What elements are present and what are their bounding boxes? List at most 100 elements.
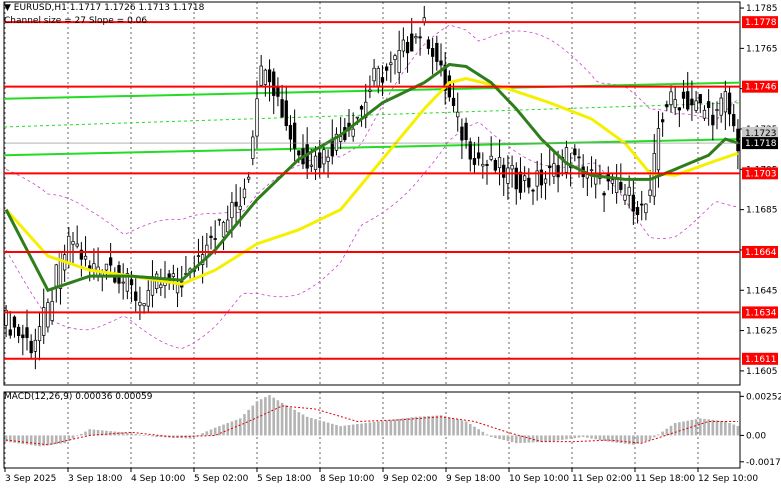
macd-bar <box>381 420 384 436</box>
macd-bar <box>109 431 112 436</box>
macd-bar <box>586 435 589 438</box>
macd-bar <box>276 400 280 436</box>
macd-bar <box>657 434 660 436</box>
macd-bar <box>272 397 276 436</box>
candle-body <box>196 255 201 258</box>
macd-bar <box>92 429 96 436</box>
macd-bar <box>443 416 447 436</box>
candle-body <box>92 263 96 271</box>
level-label: 1.1778 <box>745 18 777 28</box>
candle-body <box>552 163 556 177</box>
macd-bar <box>473 426 476 436</box>
candle-body <box>401 39 406 52</box>
macd-bar <box>489 435 493 437</box>
macd-bar <box>314 419 317 436</box>
macd-bar <box>452 418 455 436</box>
macd-bar <box>368 422 372 436</box>
macd-bar <box>460 420 464 436</box>
candle-body <box>288 124 293 140</box>
level-label-bg <box>742 167 778 180</box>
candle-body <box>535 170 539 187</box>
macd-bar <box>544 435 547 442</box>
candle-body <box>259 65 263 86</box>
macd-bar <box>29 435 33 446</box>
macd-bar <box>640 435 644 443</box>
candle-body <box>368 89 372 92</box>
macd-bar <box>719 420 723 436</box>
ma-fast-line <box>4 62 739 293</box>
macd-bar <box>209 429 213 436</box>
symbol-header: ▼ EURUSD,H1 1.1717 1.1726 1.1713 1.1718 <box>4 3 205 13</box>
candle-body <box>334 133 339 151</box>
macd-bar <box>356 424 359 436</box>
candle-body <box>410 33 414 52</box>
candle-body <box>292 122 297 149</box>
candle-body <box>251 136 255 159</box>
macd-bar <box>590 435 593 439</box>
candle-body <box>548 165 552 169</box>
macd-bar <box>435 415 439 436</box>
candle-body <box>338 136 343 142</box>
candle-body <box>681 91 686 99</box>
macd-bar <box>494 435 497 439</box>
candle-body <box>280 99 284 118</box>
candle-body <box>351 128 355 137</box>
macd-bar <box>13 435 16 443</box>
macd-bar <box>594 435 598 440</box>
x-tick-label: 10 Sep 10:00 <box>509 474 569 484</box>
macd-bar <box>289 407 292 436</box>
candle-body <box>67 235 71 264</box>
candle-body <box>384 66 389 71</box>
candle-body <box>263 69 268 85</box>
macd-bar <box>619 435 623 444</box>
candle-body <box>564 147 569 173</box>
macd-bar <box>569 435 572 439</box>
macd-bar <box>360 423 363 436</box>
candle-body <box>376 68 380 87</box>
candle-body <box>677 107 682 111</box>
macd-bar <box>694 419 698 436</box>
candle-body <box>42 307 46 336</box>
candle-body <box>397 50 401 73</box>
macd-label: MACD(12,26,9) 0.00036 0.00059 <box>4 392 153 402</box>
price-label-bg <box>742 127 778 140</box>
y-tick-label: 1.1785 <box>746 4 778 14</box>
macd-bar <box>644 435 648 442</box>
candle-body <box>138 301 142 306</box>
candle-body <box>614 178 619 194</box>
candle-body <box>527 177 531 188</box>
candle-body <box>58 252 63 289</box>
candle-body <box>25 327 29 338</box>
macd-bar <box>519 435 522 443</box>
macd-bar <box>581 435 585 437</box>
macd-bar <box>113 431 117 436</box>
candle-body <box>359 106 364 110</box>
channel-upper-line <box>3 81 741 100</box>
x-tick-label: 9 Sep 18:00 <box>446 474 501 484</box>
candle-body <box>623 194 627 201</box>
candle-body <box>660 119 665 123</box>
macd-bar <box>372 421 376 436</box>
candle-body <box>309 164 314 167</box>
macd-bar <box>427 416 430 436</box>
macd-bar <box>611 435 614 443</box>
macd-bar <box>151 435 154 437</box>
candle-body <box>33 339 38 352</box>
macd-bar <box>669 425 673 436</box>
candle-body <box>21 334 25 339</box>
level-label-bg <box>742 16 778 29</box>
price-label: 1.1723 <box>745 129 777 139</box>
current-price-bg <box>742 137 778 150</box>
macd-bar <box>159 435 163 438</box>
candle-body <box>380 77 385 83</box>
candle-body <box>46 302 50 328</box>
candle-body <box>577 156 581 159</box>
candle-body <box>518 171 523 193</box>
macd-bar <box>100 430 104 436</box>
candle-body <box>355 116 360 119</box>
candle-body <box>531 189 535 192</box>
level-label: 1.1703 <box>745 169 777 179</box>
macd-bar <box>322 421 326 436</box>
